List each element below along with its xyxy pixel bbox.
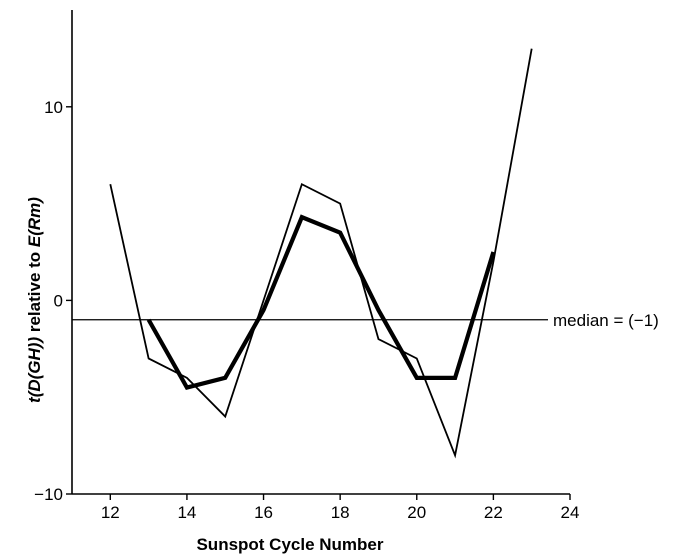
ticks: 12 14 16 18 20 22 24 −10 0 10 (34, 98, 579, 522)
y-axis-title-part: E(Rm) (25, 197, 44, 247)
x-tick-label: 18 (331, 503, 350, 522)
x-tick-label: 12 (101, 503, 120, 522)
y-tick-label: 10 (44, 98, 63, 117)
median-label: median = (−1) (553, 311, 659, 330)
annotation-layer: median = (−1) (72, 311, 659, 330)
x-tick-label: 16 (254, 503, 273, 522)
y-tick-label: 0 (54, 291, 63, 310)
x-axis-title: Sunspot Cycle Number (196, 535, 383, 554)
series-thin-line (109, 48, 533, 459)
y-axis-title-part: relative to (25, 247, 44, 337)
x-tick-label: 22 (484, 503, 503, 522)
series-thick-line (146, 214, 496, 390)
x-tick-label: 24 (561, 503, 580, 522)
y-tick-label: −10 (34, 485, 63, 504)
axes (71, 10, 570, 495)
series-layer (109, 48, 533, 459)
y-axis-title: t(D(GH)) relative to E(Rm) (25, 197, 44, 403)
y-axis-title-part: t(D(GH)) (25, 337, 44, 403)
x-tick-label: 14 (177, 503, 196, 522)
x-tick-label: 20 (407, 503, 426, 522)
